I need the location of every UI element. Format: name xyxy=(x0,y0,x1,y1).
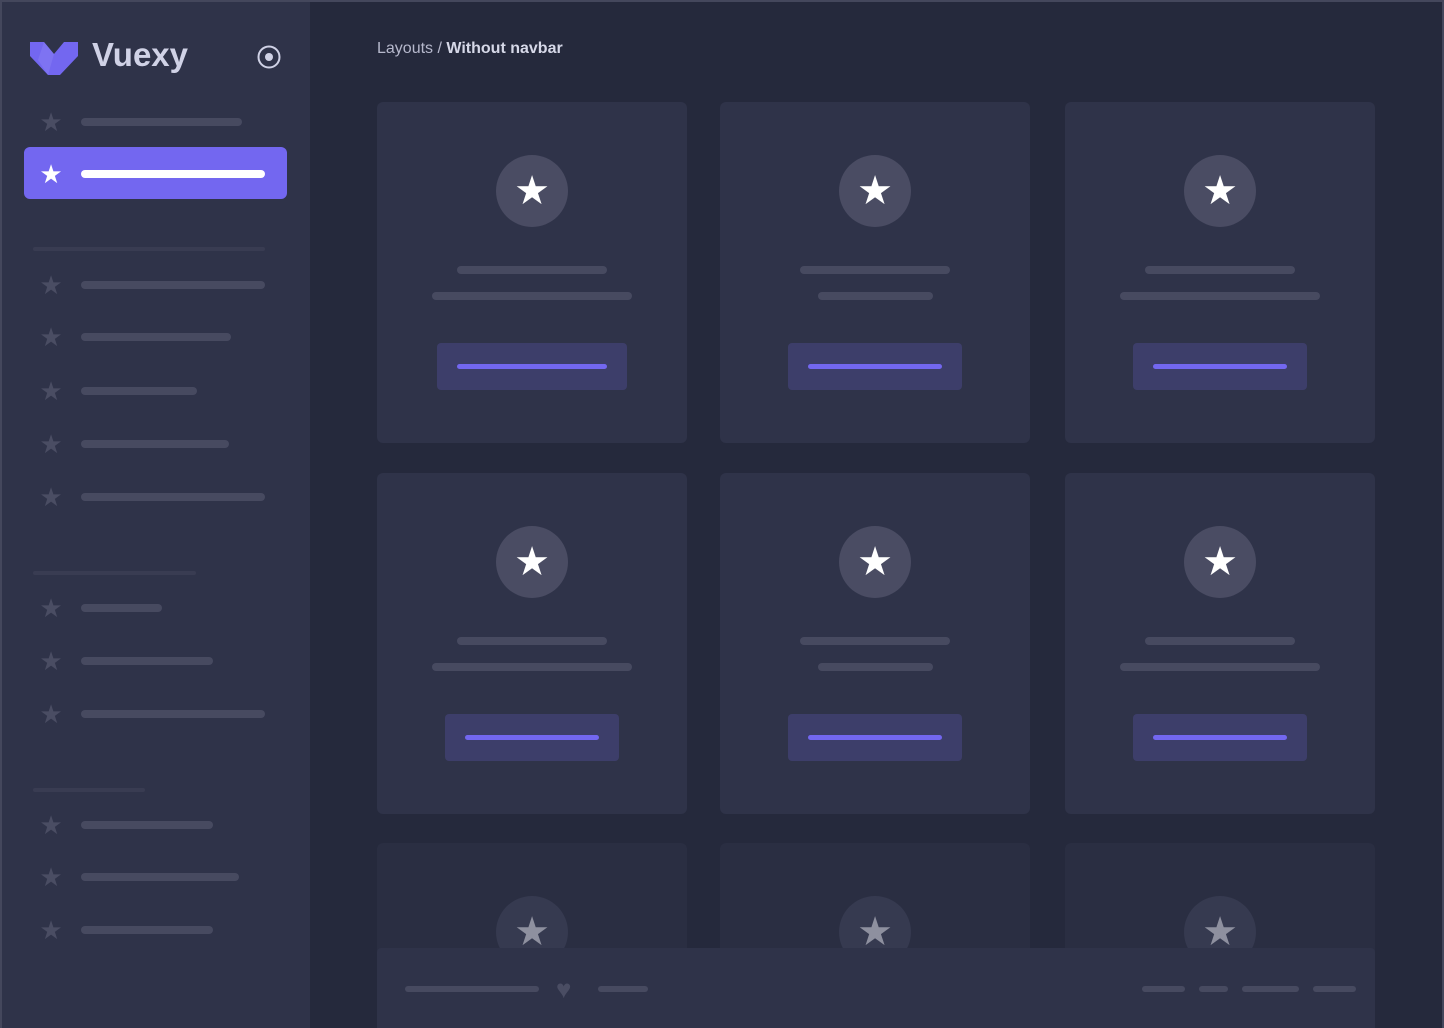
card-title-placeholder xyxy=(457,637,607,645)
sidebar-item-label-placeholder[interactable] xyxy=(81,387,197,395)
card-button[interactable] xyxy=(1133,343,1307,390)
sidebar-item-label-placeholder[interactable] xyxy=(81,118,242,126)
star-icon: ★ xyxy=(496,526,568,598)
breadcrumb-parent[interactable]: Layouts xyxy=(377,40,434,57)
sidebar-divider xyxy=(33,788,145,792)
sidebar-item-label-placeholder[interactable] xyxy=(81,440,229,448)
card: ★ xyxy=(720,473,1030,814)
footer-link-placeholder[interactable] xyxy=(1142,986,1185,992)
sidebar-item-label-placeholder[interactable] xyxy=(81,657,213,665)
card-text-placeholder xyxy=(432,663,632,671)
star-icon: ★ xyxy=(1184,526,1256,598)
star-icon: ★ xyxy=(39,593,63,623)
star-icon: ★ xyxy=(39,699,63,729)
star-icon: ★ xyxy=(39,159,63,189)
star-icon: ★ xyxy=(39,482,63,512)
card-button[interactable] xyxy=(788,343,962,390)
card: ★ xyxy=(377,102,687,443)
breadcrumb-separator: / xyxy=(433,40,447,57)
card-title-placeholder xyxy=(1145,266,1295,274)
card-title-placeholder xyxy=(1145,637,1295,645)
card-button[interactable] xyxy=(445,714,619,761)
sidebar-item-label-placeholder[interactable] xyxy=(81,170,265,178)
star-icon: ★ xyxy=(39,429,63,459)
star-icon: ★ xyxy=(39,107,63,137)
star-icon: ★ xyxy=(39,646,63,676)
vuexy-logo-icon xyxy=(30,42,78,75)
card-text-placeholder xyxy=(1120,292,1320,300)
footer-text-placeholder xyxy=(405,986,539,992)
card-text-placeholder xyxy=(817,292,933,300)
card: ★ xyxy=(1065,102,1375,443)
sidebar-item-label-placeholder[interactable] xyxy=(81,493,265,501)
star-icon: ★ xyxy=(39,862,63,892)
sidebar: Vuexy ★ ★ ★ ★ ★ ★ ★ ★ ★ ★ ★ ★ ★ xyxy=(2,2,310,1028)
sidebar-divider xyxy=(33,571,196,575)
footer-link-placeholder[interactable] xyxy=(1313,986,1356,992)
sidebar-item-label-placeholder[interactable] xyxy=(81,281,265,289)
card: ★ xyxy=(377,473,687,814)
brand-name: Vuexy xyxy=(92,36,189,73)
star-icon: ★ xyxy=(496,155,568,227)
footer: ♥ xyxy=(377,948,1375,1028)
radio-target-icon[interactable] xyxy=(257,45,281,69)
card-title-placeholder xyxy=(800,637,950,645)
star-icon: ★ xyxy=(39,270,63,300)
sidebar-item-label-placeholder[interactable] xyxy=(81,873,239,881)
star-icon: ★ xyxy=(839,155,911,227)
sidebar-item-label-placeholder[interactable] xyxy=(81,821,213,829)
star-icon: ★ xyxy=(39,322,63,352)
star-icon: ★ xyxy=(839,526,911,598)
footer-text-placeholder xyxy=(598,986,648,992)
card-title-placeholder xyxy=(457,266,607,274)
sidebar-item-label-placeholder[interactable] xyxy=(81,333,231,341)
card-button[interactable] xyxy=(1133,714,1307,761)
star-icon: ★ xyxy=(39,376,63,406)
card-text-placeholder xyxy=(817,663,933,671)
star-icon: ★ xyxy=(39,810,63,840)
heart-icon: ♥ xyxy=(556,974,572,1004)
star-icon: ★ xyxy=(1184,155,1256,227)
sidebar-divider xyxy=(33,247,265,251)
star-icon: ★ xyxy=(39,915,63,945)
footer-link-placeholder[interactable] xyxy=(1199,986,1228,992)
card: ★ xyxy=(1065,473,1375,814)
sidebar-item-label-placeholder[interactable] xyxy=(81,604,162,612)
card-button[interactable] xyxy=(437,343,627,390)
footer-link-placeholder[interactable] xyxy=(1242,986,1299,992)
sidebar-item-label-placeholder[interactable] xyxy=(81,926,213,934)
card-text-placeholder xyxy=(1120,663,1320,671)
breadcrumb: Layouts / Without navbar xyxy=(377,40,563,58)
card-button[interactable] xyxy=(788,714,962,761)
card-text-placeholder xyxy=(432,292,632,300)
card: ★ xyxy=(720,102,1030,443)
breadcrumb-current: Without navbar xyxy=(446,40,563,57)
sidebar-item-label-placeholder[interactable] xyxy=(81,710,265,718)
card-title-placeholder xyxy=(800,266,950,274)
